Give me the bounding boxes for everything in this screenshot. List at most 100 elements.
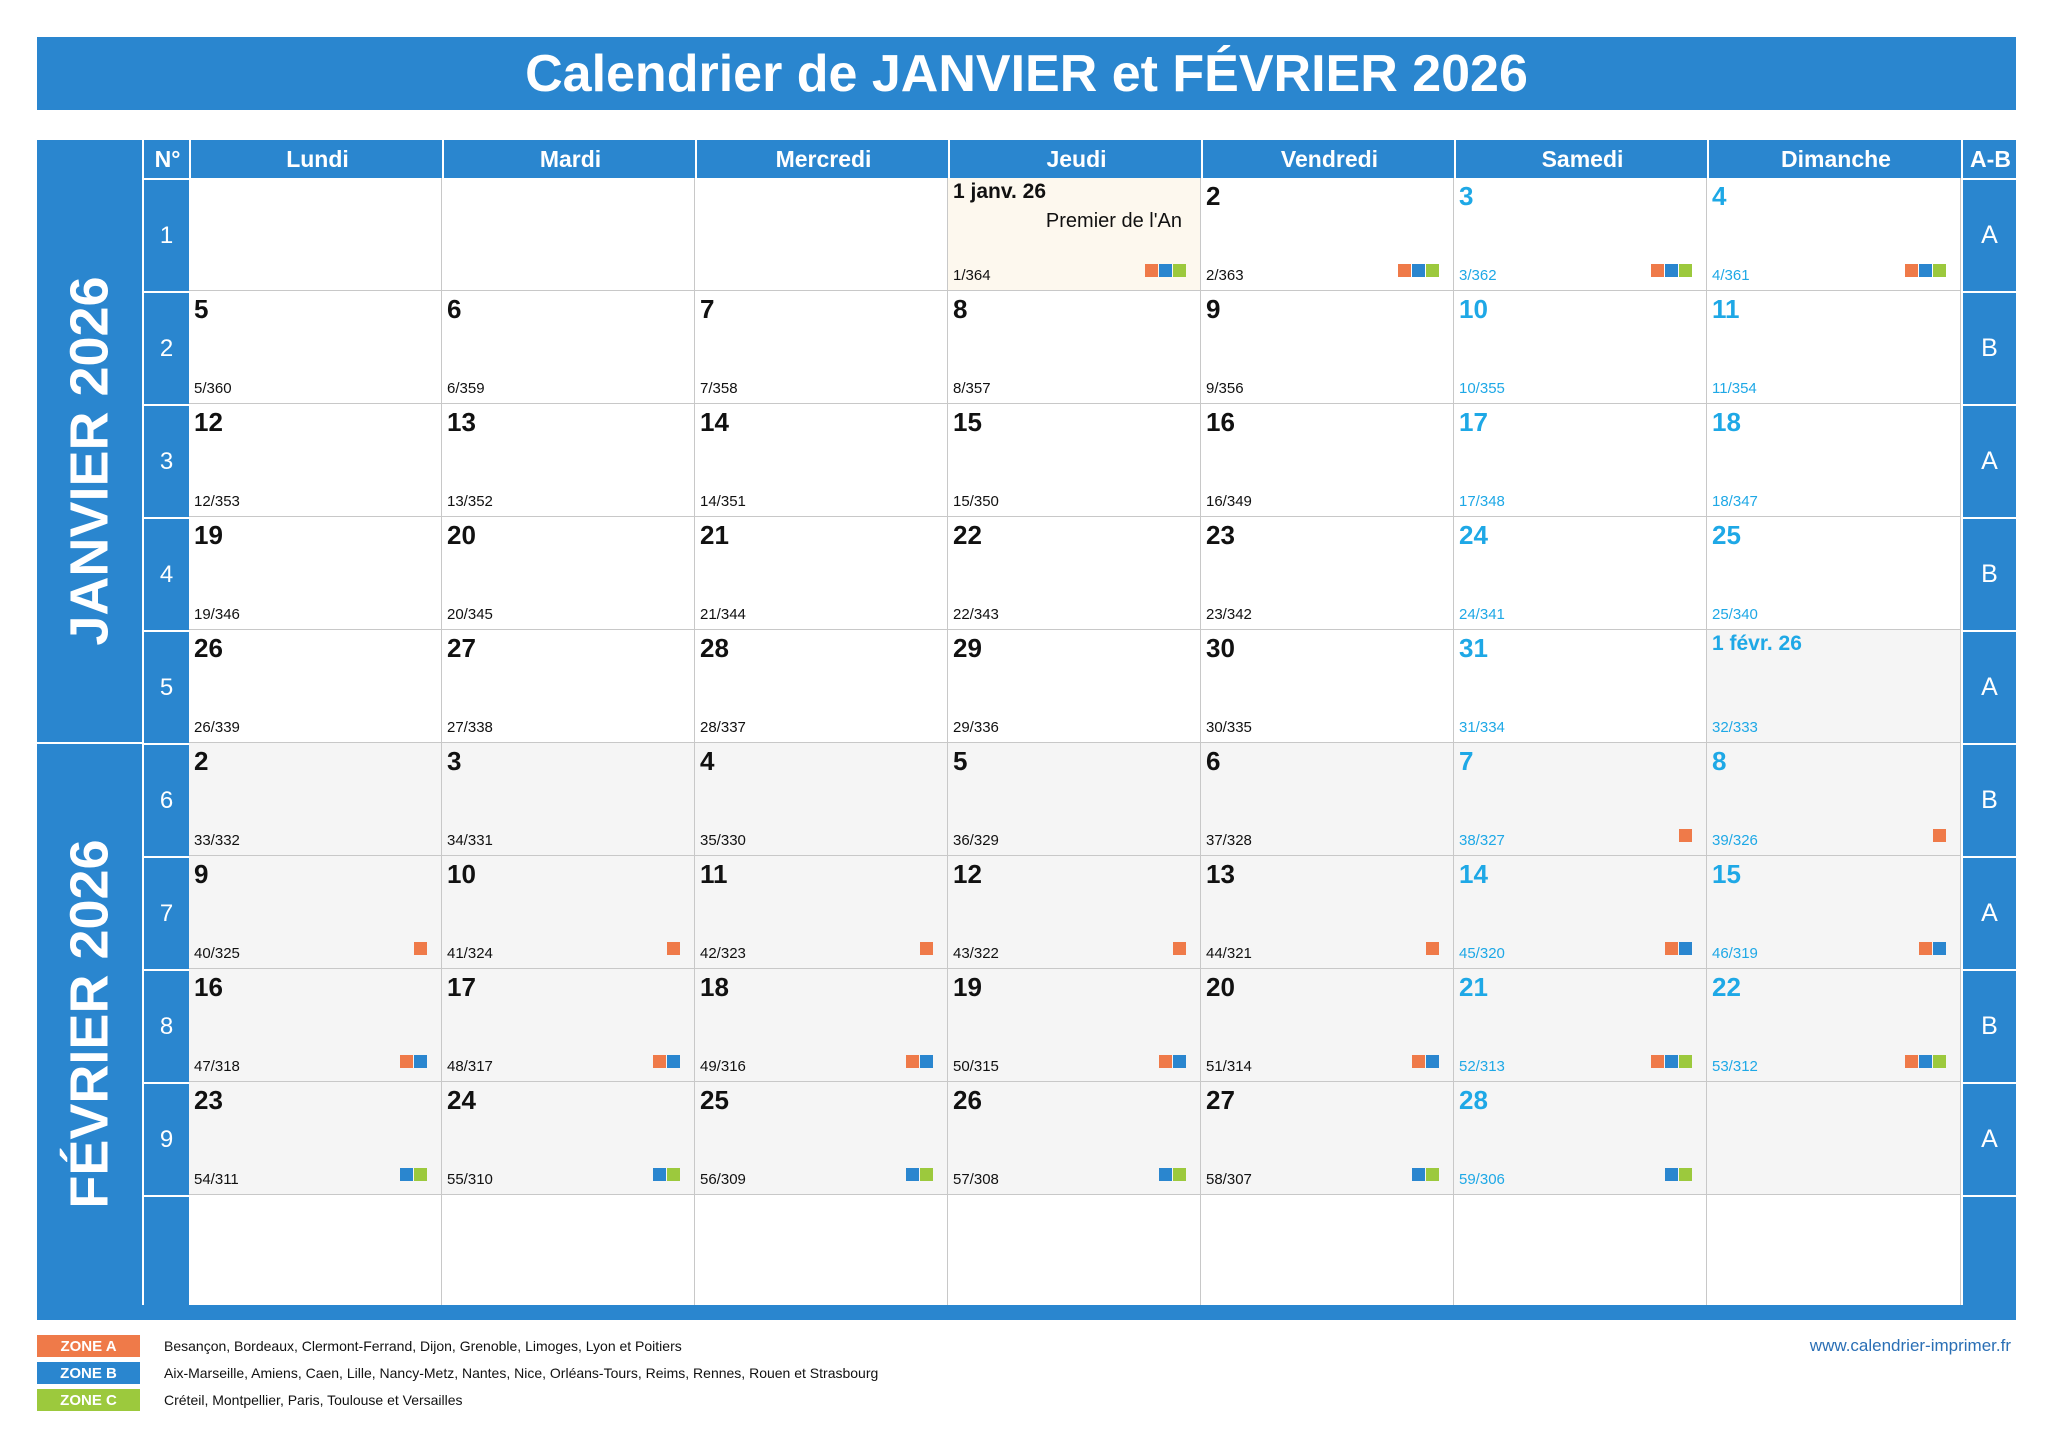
day-of-year-count: 29/336 [953, 719, 999, 736]
school-holiday-zones [1426, 942, 1439, 955]
ab-week-label: B [1961, 743, 2016, 856]
zone-a-marker [1145, 264, 1158, 277]
legend-row: ZONE B Aix-Marseille, Amiens, Caen, Lille… [37, 1362, 878, 1384]
day-cell-vendredi[interactable]: 13 44/321 [1201, 856, 1454, 969]
day-cell-mardi[interactable]: 13 13/352 [442, 404, 695, 517]
day-cell-jeudi[interactable]: 29 29/336 [948, 630, 1201, 743]
day-cell-jeudi[interactable]: 26 57/308 [948, 1082, 1201, 1195]
day-of-year-count: 42/323 [700, 945, 746, 962]
day-cell-jeudi[interactable]: 5 36/329 [948, 743, 1201, 856]
day-cell-mercredi[interactable]: 7 7/358 [695, 291, 948, 404]
day-cell-jeudi[interactable]: 1 janv. 26 Premier de l'An 1/364 [948, 178, 1201, 291]
day-of-year-count: 10/355 [1459, 380, 1505, 397]
day-cell-dimanche[interactable]: 4 4/361 [1707, 178, 1961, 291]
month-label-february: FÉVRIER 2026 [59, 839, 120, 1209]
day-cell-mardi[interactable]: 27 27/338 [442, 630, 695, 743]
day-number: 3 [1459, 181, 1474, 211]
day-cell-mercredi[interactable]: 21 21/344 [695, 517, 948, 630]
zone-b-marker [906, 1168, 919, 1181]
zone-b-marker [1412, 1168, 1425, 1181]
ab-week-label: A [1961, 856, 2016, 969]
day-cell-mardi [442, 178, 695, 291]
zone-cities: Créteil, Montpellier, Paris, Toulouse et… [164, 1392, 463, 1408]
day-cell-lundi[interactable]: 9 40/325 [189, 856, 442, 969]
day-cell-vendredi[interactable]: 6 37/328 [1201, 743, 1454, 856]
website-link[interactable]: www.calendrier-imprimer.fr [1809, 1336, 2011, 1355]
day-cell-lundi[interactable]: 26 26/339 [189, 630, 442, 743]
zone-b-marker [667, 1055, 680, 1068]
day-cell-vendredi[interactable]: 30 30/335 [1201, 630, 1454, 743]
week-number: 3 [142, 404, 189, 517]
day-cell-jeudi[interactable]: 19 50/315 [948, 969, 1201, 1082]
day-cell-samedi[interactable]: 21 52/313 [1454, 969, 1707, 1082]
day-cell-vendredi[interactable]: 16 16/349 [1201, 404, 1454, 517]
day-cell-jeudi[interactable]: 12 43/322 [948, 856, 1201, 969]
zone-b-marker [1933, 942, 1946, 955]
day-cell-samedi[interactable]: 28 59/306 [1454, 1082, 1707, 1195]
day-header-dimanche: Dimanche [1707, 140, 1963, 178]
day-cell-lundi[interactable]: 16 47/318 [189, 969, 442, 1082]
day-cell-mardi[interactable]: 3 34/331 [442, 743, 695, 856]
day-header-jeudi: Jeudi [948, 140, 1203, 178]
day-number: 10 [447, 859, 476, 889]
day-cell-dimanche [1707, 1195, 1961, 1320]
day-number: 6 [1206, 746, 1221, 776]
day-cell-vendredi[interactable]: 20 51/314 [1201, 969, 1454, 1082]
day-cell-lundi[interactable]: 12 12/353 [189, 404, 442, 517]
day-cell-samedi[interactable]: 17 17/348 [1454, 404, 1707, 517]
day-cell-vendredi[interactable]: 23 23/342 [1201, 517, 1454, 630]
day-cell-dimanche[interactable]: 25 25/340 [1707, 517, 1961, 630]
day-number: 15 [1712, 859, 1741, 889]
day-of-year-count: 11/354 [1712, 380, 1757, 397]
day-cell-lundi[interactable]: 19 19/346 [189, 517, 442, 630]
school-holiday-zones [906, 1168, 933, 1181]
day-cell-dimanche[interactable]: 11 11/354 [1707, 291, 1961, 404]
day-cell-mercredi[interactable]: 25 56/309 [695, 1082, 948, 1195]
day-cell-lundi[interactable]: 5 5/360 [189, 291, 442, 404]
day-cell-mercredi [695, 178, 948, 291]
day-cell-samedi[interactable]: 14 45/320 [1454, 856, 1707, 969]
day-cell-samedi[interactable]: 7 38/327 [1454, 743, 1707, 856]
day-cell-mardi[interactable]: 17 48/317 [442, 969, 695, 1082]
day-cell-mercredi[interactable]: 4 35/330 [695, 743, 948, 856]
day-cell-mercredi[interactable]: 11 42/323 [695, 856, 948, 969]
calendar-grid: 1 janv. 26 Premier de l'An 1/364 2 2/363 3 3/3… [189, 178, 1961, 1320]
school-holiday-zones [1665, 1168, 1692, 1181]
day-cell-mardi[interactable]: 20 20/345 [442, 517, 695, 630]
day-cell-samedi[interactable]: 31 31/334 [1454, 630, 1707, 743]
day-of-year-count: 7/358 [700, 380, 738, 397]
day-cell-jeudi[interactable]: 15 15/350 [948, 404, 1201, 517]
day-number: 19 [953, 972, 982, 1002]
day-of-year-count: 35/330 [700, 832, 746, 849]
day-cell-samedi[interactable]: 10 10/355 [1454, 291, 1707, 404]
day-cell-lundi[interactable]: 2 33/332 [189, 743, 442, 856]
day-cell-dimanche[interactable]: 8 39/326 [1707, 743, 1961, 856]
day-cell-vendredi[interactable]: 2 2/363 [1201, 178, 1454, 291]
day-cell-dimanche[interactable]: 18 18/347 [1707, 404, 1961, 517]
day-cell-mercredi[interactable]: 28 28/337 [695, 630, 948, 743]
day-cell-vendredi[interactable]: 9 9/356 [1201, 291, 1454, 404]
day-cell-mardi[interactable]: 10 41/324 [442, 856, 695, 969]
day-cell-mercredi[interactable]: 14 14/351 [695, 404, 948, 517]
month-label-january: JANVIER 2026 [59, 275, 120, 646]
day-cell-mercredi[interactable]: 18 49/316 [695, 969, 948, 1082]
zone-b-marker [1665, 1168, 1678, 1181]
day-number: 14 [700, 407, 729, 437]
day-of-year-count: 18/347 [1712, 493, 1758, 510]
day-cell-vendredi[interactable]: 27 58/307 [1201, 1082, 1454, 1195]
day-cell-dimanche[interactable]: 15 46/319 [1707, 856, 1961, 969]
day-cell-mardi[interactable]: 6 6/359 [442, 291, 695, 404]
day-cell-lundi[interactable]: 23 54/311 [189, 1082, 442, 1195]
day-cell-samedi[interactable]: 24 24/341 [1454, 517, 1707, 630]
day-number: 12 [194, 407, 223, 437]
day-number: 16 [194, 972, 223, 1002]
day-header-mardi: Mardi [442, 140, 697, 178]
week-number-header: N° [142, 140, 191, 178]
day-cell-samedi[interactable]: 3 3/362 [1454, 178, 1707, 291]
day-cell-dimanche[interactable]: 22 53/312 [1707, 969, 1961, 1082]
day-cell-jeudi[interactable]: 22 22/343 [948, 517, 1201, 630]
day-of-year-count: 6/359 [447, 380, 485, 397]
day-cell-jeudi[interactable]: 8 8/357 [948, 291, 1201, 404]
day-cell-mardi[interactable]: 24 55/310 [442, 1082, 695, 1195]
day-cell-dimanche[interactable]: 1 févr. 26 32/333 [1707, 630, 1961, 743]
